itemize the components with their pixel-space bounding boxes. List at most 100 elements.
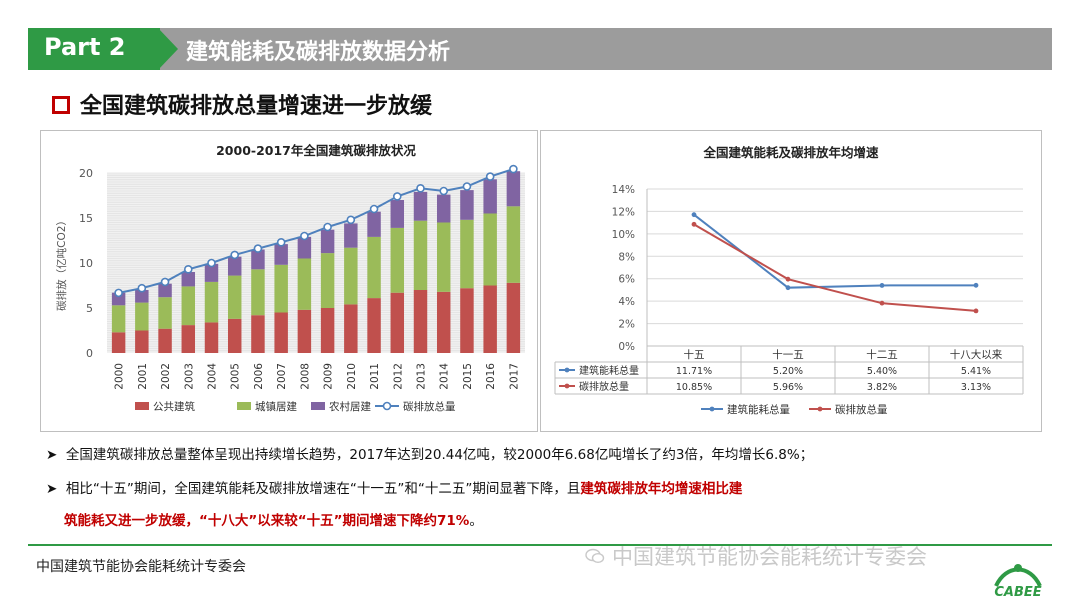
triangle-bullet-icon: ➤ <box>46 481 58 497</box>
x-tick-label: 2001 <box>137 363 149 390</box>
bar-农村居建 <box>274 244 288 265</box>
bar-公共建筑 <box>274 312 288 353</box>
legend-label: 城镇居建 <box>255 400 297 413</box>
bar-公共建筑 <box>413 290 428 353</box>
bullet-2: ➤ 相比“十五”期间，全国建筑能耗及碳排放增速在“十一五”和“十二五”期间显著下… <box>46 476 1046 502</box>
bar-城镇居建 <box>344 247 358 305</box>
legend-label: 公共建筑 <box>153 400 195 413</box>
chart-panel-growth: 全国建筑能耗及碳排放年均增速 0% 2% 4% 6% 8% 10% 12% 14% 十五 十一五 十二… <box>540 130 1042 432</box>
y-tick-label: 14% <box>612 184 635 196</box>
bar-公共建筑 <box>251 315 265 353</box>
x-tick-label: 2002 <box>160 363 172 390</box>
data-label: 5.96% <box>773 382 803 393</box>
bar-农村居建 <box>204 263 219 282</box>
bar-城镇居建 <box>158 297 172 329</box>
data-label: 5.20% <box>773 366 803 377</box>
data-label: 5.41% <box>961 366 991 377</box>
x-tick-label: 2014 <box>439 363 451 390</box>
x-tick-label: 2011 <box>369 363 381 390</box>
bar-公共建筑 <box>390 292 405 353</box>
chart-panel-emissions: 2000-2017年全国建筑碳排放状况 0 5 10 15 20 碳排放（亿吨CO2） 200… <box>40 130 538 432</box>
bar-农村居建 <box>506 171 521 207</box>
data-label: 3.13% <box>961 382 991 393</box>
legend-marker <box>817 406 823 412</box>
wechat-icon <box>585 548 605 564</box>
x-tick-label: 2008 <box>299 363 311 390</box>
logo-text: CABEE <box>994 585 1041 600</box>
bar-农村居建 <box>413 191 428 221</box>
bullet-2-cont: 筑能耗又进一步放缓，“十八大”以来较“十五”期间增速下降约71%。 <box>64 508 1044 534</box>
legend-label: 农村居建 <box>329 400 371 413</box>
bullet-2-highlight-2: 筑能耗又进一步放缓，“十八大”以来较“十五”期间增速下降约71% <box>64 513 470 529</box>
series-point <box>973 282 979 288</box>
bar-农村居建 <box>135 290 149 303</box>
bar-城镇居建 <box>297 258 312 310</box>
total-point <box>509 164 518 174</box>
series-point <box>691 221 697 227</box>
bar-公共建筑 <box>297 309 312 353</box>
bar-城镇居建 <box>413 220 428 290</box>
x-tick-label: 2009 <box>323 363 335 390</box>
total-point <box>160 277 170 287</box>
x-tick-label: 2000 <box>114 363 126 390</box>
y-tick-label: 0 <box>86 347 93 360</box>
total-point <box>253 244 263 253</box>
bullet-1-text: 全国建筑碳排放总量整体呈现出持续增长趋势，2017年达到20.44亿吨，较200… <box>65 447 814 463</box>
bar-农村居建 <box>460 190 474 220</box>
bar-公共建筑 <box>344 304 358 353</box>
watermark: 中国建筑节能协会能耗统计专委会 <box>612 545 927 569</box>
series-point <box>879 283 885 288</box>
x-tick-label: 2006 <box>253 363 265 390</box>
bar-农村居建 <box>367 211 381 237</box>
total-point <box>137 283 147 293</box>
bar-公共建筑 <box>135 330 149 353</box>
header-bar <box>28 28 1052 70</box>
series-point <box>785 285 791 291</box>
bar-农村居建 <box>297 236 312 259</box>
bar-城镇居建 <box>135 302 149 331</box>
table-legend-marker <box>564 383 570 389</box>
bar-公共建筑 <box>460 288 474 353</box>
x-tick-label: 十五 <box>684 348 705 361</box>
bullet-1: ➤ 全国建筑碳排放总量整体呈现出持续增长趋势，2017年达到20.44亿吨，较2… <box>46 442 1056 468</box>
legend-swatch <box>135 402 149 410</box>
bar-城镇居建 <box>227 275 242 319</box>
x-tick-label: 2007 <box>276 363 288 390</box>
y-tick-label: 15 <box>79 212 93 225</box>
bar-农村居建 <box>436 194 451 223</box>
footer-org: 中国建筑节能协会能耗统计专委会 <box>36 559 246 575</box>
series-point <box>973 308 979 314</box>
total-point <box>485 172 495 181</box>
legend-label: 碳排放总量 <box>835 403 888 416</box>
y-tick-label: 10 <box>79 257 93 270</box>
y-tick-label: 0% <box>618 341 635 353</box>
growth-line-chart: 全国建筑能耗及碳排放年均增速 0% 2% 4% 6% 8% 10% 12% 14% 十五 十一五 十二… <box>554 145 1024 416</box>
total-point <box>416 183 425 193</box>
bar-农村居建 <box>344 223 358 248</box>
bar-公共建筑 <box>158 328 172 353</box>
bar-农村居建 <box>181 272 196 287</box>
bar-公共建筑 <box>436 291 451 353</box>
total-point <box>230 250 240 260</box>
data-label: 5.40% <box>867 366 897 377</box>
bar-农村居建 <box>251 249 265 270</box>
bar-公共建筑 <box>367 298 381 353</box>
bar-农村居建 <box>158 283 172 298</box>
y-tick-label: 8% <box>618 251 635 263</box>
y-axis-label: 碳排放（亿吨CO2） <box>55 215 68 311</box>
bar-公共建筑 <box>320 308 335 353</box>
total-point <box>439 186 449 196</box>
legend-marker <box>709 406 715 412</box>
bar-城镇居建 <box>367 236 381 299</box>
x-tick-label: 十八大以来 <box>950 348 1003 361</box>
bar-城镇居建 <box>251 269 265 316</box>
bullet-2-highlight-1: 建筑碳排放年均增速相比建 <box>580 481 743 497</box>
x-tick-label: 2010 <box>346 363 358 390</box>
triangle-bullet-icon: ➤ <box>46 447 58 463</box>
total-point <box>207 258 216 268</box>
cabee-logo: CABEE <box>994 564 1042 600</box>
series-point <box>879 300 885 306</box>
y-tick-label: 10% <box>612 229 635 241</box>
x-tick-label: 2016 <box>485 363 497 390</box>
square-bullet-icon <box>52 96 70 114</box>
